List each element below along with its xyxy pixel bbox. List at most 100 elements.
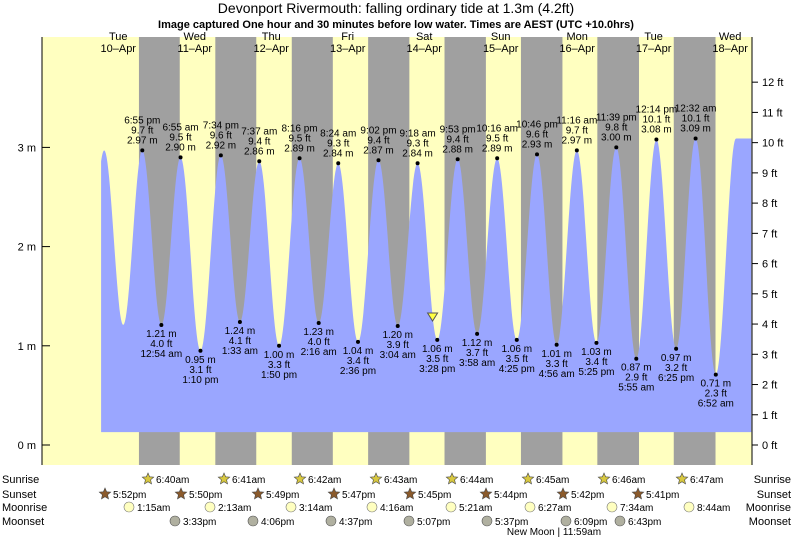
extreme-point: [713, 372, 718, 377]
extreme-time: 8:24 am: [320, 128, 356, 139]
extreme-metres: 2.93 m: [522, 139, 553, 150]
extreme-point: [297, 156, 302, 161]
sunset-time: 5:47pm: [342, 490, 375, 501]
extreme-time: 3:28 pm: [419, 364, 455, 375]
extreme-time: 6:25 pm: [658, 373, 694, 384]
day-date: 13–Apr: [330, 43, 366, 55]
sunrise-time: 6:42am: [308, 475, 341, 486]
extreme-metres: 0.95 m: [185, 355, 216, 366]
moonrise-icon: [285, 501, 297, 513]
extreme-point: [355, 339, 360, 344]
sunset-time: 5:49pm: [266, 490, 299, 501]
extreme-metres: 2.89 m: [284, 143, 315, 154]
extreme-metres: 1.23 m: [303, 327, 334, 338]
extreme-feet: 3.9 ft: [387, 340, 409, 351]
extreme-point: [257, 159, 262, 164]
extreme-time: 11:39 pm: [596, 112, 637, 123]
sunset-icon: [403, 487, 417, 500]
extreme-time: 3:58 am: [459, 358, 495, 369]
axes: 0 m 1 m 2 m 3 m 0 ft 1 ft 2 ft 3 ft 4 ft 5 ft 6 ft…: [18, 31, 783, 465]
sunset-icon: [174, 487, 188, 500]
sunset-icon: [251, 487, 265, 500]
sunrise-icon: [369, 472, 383, 485]
extreme-point: [654, 137, 659, 142]
moonrise-time: 4:16am: [380, 503, 413, 514]
sunrise-time: 6:45am: [536, 475, 569, 486]
extreme-metres: 0.97 m: [661, 353, 692, 364]
right-tick-label: 0 ft: [762, 440, 777, 452]
sunset-time: 5:41pm: [646, 490, 679, 501]
extreme-metres: 1.06 m: [501, 344, 532, 355]
extreme-feet: 2.9 ft: [625, 373, 647, 384]
right-tick-label: 4 ft: [762, 319, 777, 331]
extreme-time: 8:16 pm: [282, 123, 318, 134]
sunrise-row-label: Sunrise: [2, 474, 39, 486]
extreme-time: 12:32 am: [675, 103, 717, 114]
extreme-metres: 1.20 m: [382, 330, 413, 341]
moonrise-icon: [606, 501, 618, 513]
extreme-point: [376, 158, 381, 163]
sunset-row-label-right: Sunset: [757, 489, 791, 501]
extreme-feet: 2.3 ft: [705, 389, 727, 400]
extreme-feet: 3.4 ft: [585, 357, 607, 368]
right-tick-label: 7 ft: [762, 228, 777, 240]
chart-title: Devonport Rivermouth: falling ordinary t…: [218, 0, 574, 16]
extreme-time: 3:04 am: [380, 350, 416, 361]
extreme-feet: 10.1 ft: [642, 114, 670, 125]
tide-area: [101, 138, 752, 433]
extreme-time: 5:25 pm: [578, 367, 614, 378]
moonrise-icon: [204, 501, 216, 513]
sunrise-time: 6:41am: [232, 475, 265, 486]
extreme-time: 9:02 pm: [360, 125, 396, 136]
moonrise-time: 7:34am: [620, 503, 653, 514]
right-tick-label: 5 ft: [762, 289, 777, 301]
extreme-time: 10:46 pm: [516, 119, 558, 130]
extreme-metres: 0.87 m: [621, 363, 652, 374]
extreme-feet: 9.6 ft: [210, 130, 232, 141]
moonset-time: 3:33pm: [183, 517, 216, 528]
extreme-metres: 1.01 m: [541, 349, 572, 360]
extreme-metres: 1.04 m: [343, 346, 374, 357]
day-name: Sun: [491, 31, 511, 43]
extreme-feet: 4.1 ft: [229, 336, 251, 347]
day-name: Wed: [184, 31, 206, 43]
day-name: Tue: [109, 31, 128, 43]
extreme-time: 4:25 pm: [499, 364, 535, 375]
extreme-point: [415, 161, 420, 166]
sunrise-icon: [141, 472, 155, 485]
extreme-point: [495, 156, 500, 161]
extreme-feet: 3.7 ft: [466, 348, 488, 359]
extreme-point: [574, 148, 579, 153]
right-tick-label: 12 ft: [762, 77, 783, 89]
moonrise-icon: [524, 501, 536, 513]
sunrise-icon: [597, 472, 611, 485]
day-date: 10–Apr: [101, 43, 137, 55]
extreme-point: [316, 320, 321, 325]
extreme-time: 10:16 am: [476, 123, 518, 134]
extreme-feet: 9.5 ft: [169, 132, 191, 143]
extreme-time: 1:50 pm: [261, 370, 297, 381]
extreme-feet: 9.5 ft: [486, 133, 508, 144]
extreme-time: 9:53 pm: [440, 124, 476, 135]
right-tick-label: 3 ft: [762, 349, 777, 361]
sunrise-row-label-right: Sunrise: [754, 474, 791, 486]
extreme-point: [514, 337, 519, 342]
extreme-time: 12:54 am: [141, 349, 183, 360]
extreme-metres: 3.00 m: [601, 132, 632, 143]
moonset-time: 6:43pm: [628, 517, 661, 528]
moonrise-icon: [445, 501, 457, 513]
day-name: Sat: [416, 31, 433, 43]
moonset-icon: [403, 515, 415, 527]
extreme-feet: 10.1 ft: [682, 113, 710, 124]
extreme-metres: 2.89 m: [482, 143, 513, 154]
extreme-point: [140, 148, 145, 153]
moonset-time: 5:07pm: [417, 517, 450, 528]
extreme-time: 4:56 am: [539, 369, 575, 380]
extreme-feet: 9.5 ft: [288, 133, 310, 144]
sunrise-time: 6:47am: [690, 475, 723, 486]
extreme-feet: 9.3 ft: [406, 138, 428, 149]
right-tick-label: 10 ft: [762, 138, 783, 150]
extreme-feet: 3.3 ft: [546, 359, 568, 370]
